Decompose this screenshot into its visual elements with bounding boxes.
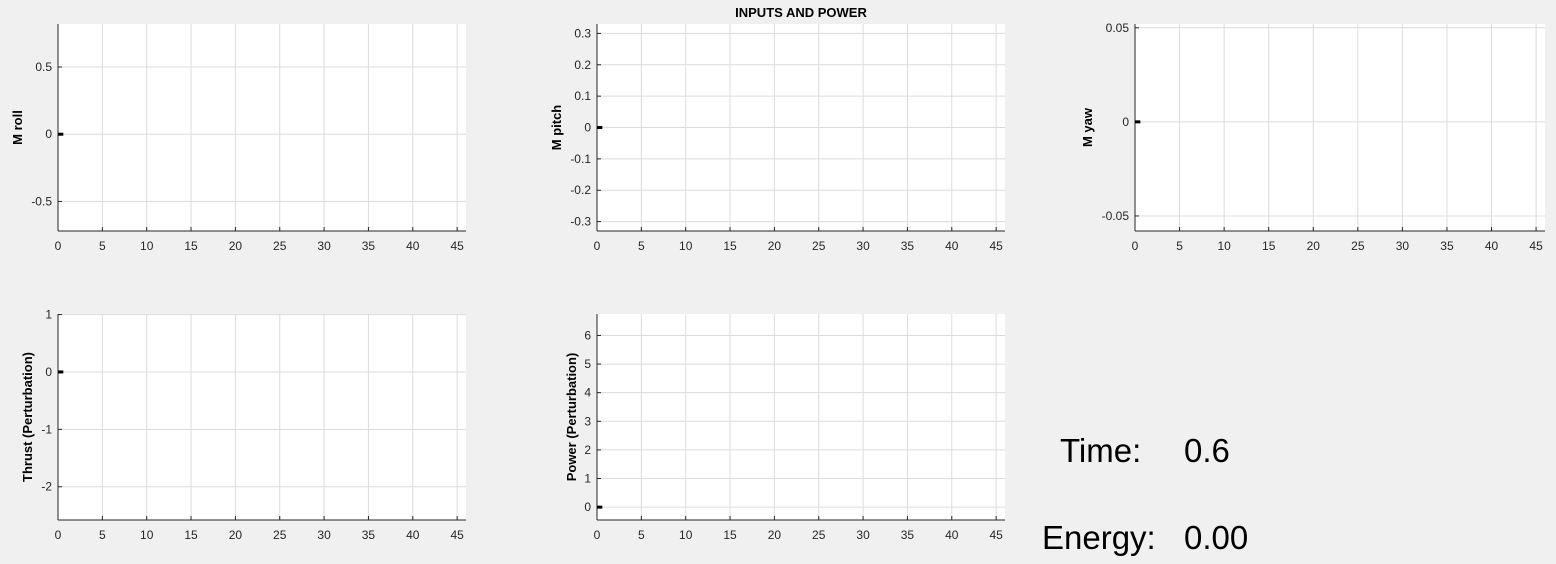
energy-value: 0.00 — [1184, 519, 1248, 556]
power-y-tick-label: 3 — [584, 414, 591, 428]
thrust-x-tick-label: 0 — [55, 528, 62, 542]
m-roll-x-tick-label: 15 — [184, 239, 198, 253]
m-roll-y-axis-label: M roll — [10, 110, 25, 145]
time-label: Time: — [1060, 432, 1141, 469]
m-yaw-y-axis-label: M yaw — [1080, 107, 1095, 147]
power-x-tick-label: 35 — [901, 528, 915, 542]
m-pitch-y-tick-label: -0.1 — [570, 152, 591, 166]
thrust-plot-area — [58, 314, 466, 520]
m-yaw-y-tick-label: 0.05 — [1106, 21, 1130, 35]
m-pitch-y-axis-label: M pitch — [549, 105, 564, 151]
m-yaw-x-tick-label: 40 — [1485, 239, 1499, 253]
thrust-y-tick-label: 1 — [45, 308, 52, 322]
thrust-y-tick-label: -2 — [41, 480, 52, 494]
m-yaw-x-tick-label: 45 — [1529, 239, 1543, 253]
m-pitch-x-tick-label: 20 — [768, 239, 782, 253]
m-pitch-x-tick-label: 15 — [723, 239, 737, 253]
thrust-x-tick-label: 45 — [450, 528, 464, 542]
m-yaw-x-tick-label: 20 — [1307, 239, 1321, 253]
thrust-y-axis-label: Thrust (Perturbation) — [20, 352, 35, 482]
thrust-x-tick-label: 15 — [184, 528, 198, 542]
time-value: 0.6 — [1184, 432, 1230, 469]
m-pitch-x-tick-label: 40 — [945, 239, 959, 253]
m-roll-axes: 0 5 10 15 20 25 30 35 40 45 -0.5 0 0.5 M roll — [10, 24, 466, 253]
m-roll-x-tick-label: 10 — [140, 239, 154, 253]
m-yaw-axes: 0 5 10 15 20 25 30 35 40 45 -0.05 0 0.05 M yaw — [1080, 21, 1545, 253]
power-x-tick-label: 20 — [768, 528, 782, 542]
m-pitch-y-tick-label: 0.2 — [574, 58, 591, 72]
m-yaw-plot-area — [1135, 24, 1545, 231]
m-yaw-x-tick-label: 25 — [1351, 239, 1365, 253]
thrust-x-tick-label: 40 — [406, 528, 420, 542]
power-x-tick-label: 30 — [856, 528, 870, 542]
m-roll-x-tick-label: 40 — [406, 239, 420, 253]
m-pitch-x-tick-label: 25 — [812, 239, 826, 253]
m-pitch-axes: 0 5 10 15 20 25 30 35 40 45 -0.3 -0.2 -0.1 0 0.1 0.2 0.3… — [549, 24, 1005, 253]
power-y-axis-label: Power (Perturbation) — [564, 353, 579, 482]
thrust-axes: 0 5 10 15 20 25 30 35 40 45 -2 -1 0 1 Thrust (Perturba… — [20, 308, 466, 542]
m-pitch-y-tick-label: 0.1 — [574, 89, 591, 103]
power-x-tick-label: 0 — [594, 528, 601, 542]
m-yaw-y-tick-label: -0.05 — [1102, 209, 1130, 223]
m-roll-x-tick-label: 30 — [317, 239, 331, 253]
power-y-tick-label: 0 — [584, 500, 591, 514]
m-roll-y-tick-label: 0.5 — [35, 60, 52, 74]
power-y-tick-label: 1 — [584, 472, 591, 486]
thrust-y-tick-label: -1 — [41, 422, 52, 436]
m-pitch-x-tick-label: 5 — [638, 239, 645, 253]
power-x-tick-label: 25 — [812, 528, 826, 542]
m-pitch-y-tick-label: 0 — [584, 121, 591, 135]
power-y-tick-label: 2 — [584, 443, 591, 457]
power-x-tick-label: 45 — [989, 528, 1003, 542]
m-roll-y-tick-label: -0.5 — [31, 194, 52, 208]
m-pitch-x-tick-label: 45 — [989, 239, 1003, 253]
figure-title: INPUTS AND POWER — [735, 5, 867, 20]
m-roll-x-tick-label: 0 — [55, 239, 62, 253]
m-pitch-y-tick-label: -0.3 — [570, 215, 591, 229]
m-pitch-x-tick-label: 35 — [901, 239, 915, 253]
thrust-x-tick-label: 30 — [317, 528, 331, 542]
thrust-y-tick-label: 0 — [45, 365, 52, 379]
m-yaw-x-tick-label: 0 — [1132, 239, 1139, 253]
m-pitch-x-tick-label: 30 — [856, 239, 870, 253]
thrust-x-tick-label: 25 — [273, 528, 287, 542]
m-yaw-x-tick-label: 10 — [1217, 239, 1231, 253]
m-yaw-y-tick-label: 0 — [1122, 115, 1129, 129]
m-pitch-y-tick-label: -0.2 — [570, 183, 591, 197]
power-x-tick-label: 40 — [945, 528, 959, 542]
m-roll-x-tick-label: 35 — [362, 239, 376, 253]
thrust-x-tick-label: 5 — [99, 528, 106, 542]
m-roll-x-tick-label: 25 — [273, 239, 287, 253]
m-yaw-x-tick-label: 30 — [1396, 239, 1410, 253]
thrust-x-tick-label: 10 — [140, 528, 154, 542]
power-x-tick-label: 10 — [679, 528, 693, 542]
m-yaw-x-tick-label: 15 — [1262, 239, 1276, 253]
m-pitch-x-tick-label: 0 — [594, 239, 601, 253]
m-yaw-x-tick-label: 5 — [1176, 239, 1183, 253]
m-roll-x-tick-label: 5 — [99, 239, 106, 253]
m-roll-x-tick-label: 45 — [450, 239, 464, 253]
readout-panel: Time: 0.6 Energy: 0.00 — [1042, 432, 1248, 556]
power-plot-area — [597, 314, 1005, 520]
m-pitch-y-tick-label: 0.3 — [574, 26, 591, 40]
m-pitch-x-tick-label: 10 — [679, 239, 693, 253]
thrust-x-tick-label: 35 — [362, 528, 376, 542]
power-y-tick-label: 5 — [584, 357, 591, 371]
power-y-tick-label: 6 — [584, 328, 591, 342]
m-roll-x-tick-label: 20 — [229, 239, 243, 253]
m-roll-y-tick-label: 0 — [45, 127, 52, 141]
m-yaw-x-tick-label: 35 — [1440, 239, 1454, 253]
power-x-tick-label: 15 — [723, 528, 737, 542]
thrust-x-tick-label: 20 — [229, 528, 243, 542]
power-x-tick-label: 5 — [638, 528, 645, 542]
energy-label: Energy: — [1042, 519, 1156, 556]
m-roll-plot-area — [58, 24, 466, 231]
power-y-tick-label: 4 — [584, 386, 591, 400]
